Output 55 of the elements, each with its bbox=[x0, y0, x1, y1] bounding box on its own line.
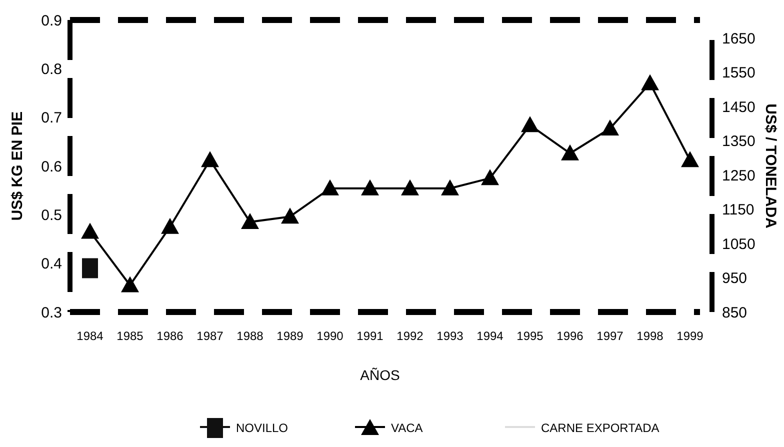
point bbox=[561, 144, 579, 160]
y2-tick-label: 850 bbox=[722, 304, 748, 322]
point bbox=[241, 212, 259, 229]
point bbox=[201, 151, 219, 168]
x-tick-label: 1995 bbox=[516, 329, 544, 343]
x-tick-label: 1992 bbox=[396, 329, 424, 343]
y-tick-label: 0.9 bbox=[41, 12, 62, 30]
legend-label: CARNE EXPORTADA bbox=[541, 421, 660, 435]
x-tick-label: 1994 bbox=[476, 329, 504, 343]
legend-label: NOVILLO bbox=[236, 421, 288, 435]
x-tick-label: 1999 bbox=[676, 329, 704, 343]
y2-tick-label: 1250 bbox=[722, 167, 756, 184]
point bbox=[161, 218, 179, 234]
y-tick-label: 0.4 bbox=[41, 256, 62, 273]
y2-tick-label: 1350 bbox=[722, 133, 756, 150]
point bbox=[361, 179, 379, 196]
point bbox=[601, 120, 619, 136]
y2-tick-label: 950 bbox=[722, 270, 748, 288]
x-tick-label: 1991 bbox=[356, 329, 384, 343]
y2-axis-title: US$ / TONELADA bbox=[762, 104, 779, 229]
x-tick-label: 1989 bbox=[276, 329, 304, 343]
y-tick-label: 0.5 bbox=[41, 206, 62, 224]
point bbox=[121, 276, 139, 292]
y-tick-label: 0.8 bbox=[41, 60, 62, 78]
x-tick-label: 1986 bbox=[156, 329, 184, 343]
y2-tick-label: 1550 bbox=[722, 64, 756, 82]
point bbox=[82, 258, 98, 278]
x-tick-label: 1998 bbox=[636, 329, 664, 343]
x-tick-label: 1987 bbox=[196, 329, 224, 343]
point bbox=[281, 208, 299, 224]
x-tick-label: 1997 bbox=[596, 329, 624, 343]
x-tick-label: 1984 bbox=[76, 329, 104, 343]
x-tick-label: 1990 bbox=[316, 329, 344, 343]
point bbox=[521, 116, 539, 132]
legend-label: VACA bbox=[391, 421, 423, 435]
y-tick-label: 0.7 bbox=[41, 110, 62, 127]
point bbox=[401, 179, 419, 196]
y2-tick-label: 1650 bbox=[722, 30, 756, 48]
point bbox=[641, 74, 659, 90]
x-tick-label: 1996 bbox=[556, 329, 584, 343]
y-tick-label: 0.6 bbox=[41, 158, 62, 176]
point bbox=[441, 179, 459, 196]
y2-tick-label: 1150 bbox=[722, 202, 754, 219]
y2-tick-label: 1050 bbox=[722, 236, 756, 253]
point bbox=[481, 169, 499, 186]
y2-tick-label: 1450 bbox=[722, 98, 756, 116]
x-tick-label: 1985 bbox=[116, 329, 144, 343]
y-axis-title: US$ KG EN PIE bbox=[9, 111, 26, 221]
x-tick-label: 1988 bbox=[236, 329, 264, 343]
x-tick-label: 1993 bbox=[436, 329, 464, 343]
point bbox=[681, 151, 699, 168]
point bbox=[81, 222, 99, 239]
y-tick-label: 0.3 bbox=[41, 304, 62, 322]
x-axis-title: AÑOS bbox=[360, 367, 400, 383]
point bbox=[321, 179, 339, 196]
